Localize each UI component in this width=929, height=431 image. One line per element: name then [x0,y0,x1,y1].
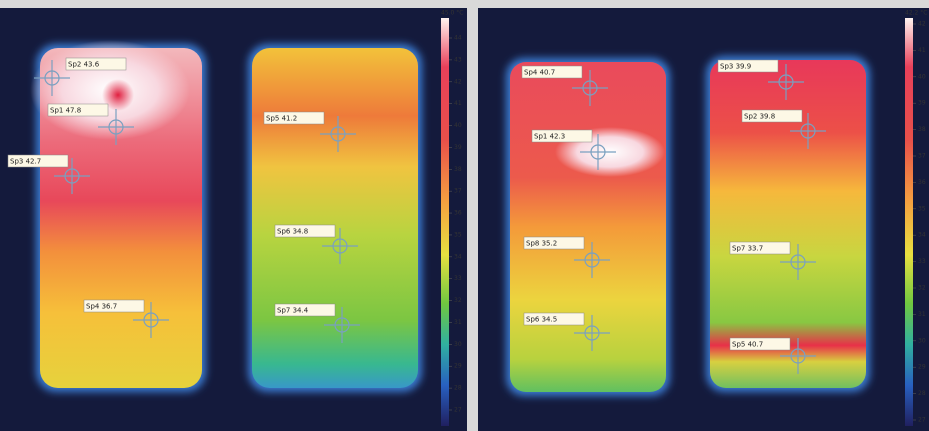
scale-label: 27 [454,407,462,414]
scale-title: 42.2 °C [905,10,927,17]
spot-label: Sp1 42.3 [534,133,565,141]
scale-label: 28 [918,390,926,397]
spot-label: Sp2 39.8 [744,113,775,121]
spot-label: Sp4 36.7 [86,303,117,311]
spot-label: Sp6 34.5 [526,316,557,324]
thermal-images: 45.0 °C 44 43 42 41 40 39 38 37 36 35 34 33 32 31 30 29 2… [0,0,929,431]
phone [252,48,418,388]
scale-label: 38 [454,166,462,173]
scale-label: 39 [918,100,926,107]
spot-label: Sp3 42.7 [10,158,41,166]
scale-label: 31 [454,319,462,326]
scale-label: 32 [918,285,926,292]
scale-label: 29 [454,363,462,370]
color-scale [905,18,913,426]
scale-label: 41 [918,47,926,54]
scale-label: 39 [454,144,462,151]
scale-label: 32 [454,297,462,304]
page: {"panels": [ {"scale_title": "45.0 °C", … [0,0,929,431]
scale-label: 42 [454,78,462,85]
spot-label: Sp5 40.7 [732,341,763,349]
scale-label: 30 [918,337,926,344]
spot-label: Sp1 47.8 [50,107,81,115]
phone [510,62,666,392]
scale-label: 30 [454,341,462,348]
scale-label: 34 [918,232,926,239]
scale-label: 35 [454,231,462,238]
scale-label: 37 [454,188,462,195]
scale-label: 27 [918,417,926,424]
scale-label: 44 [454,35,462,42]
spot-label: Sp8 35.2 [526,240,557,248]
scale-label: 40 [918,73,926,80]
spot-label: Sp5 41.2 [266,115,297,123]
scale-label: 37 [918,153,926,160]
scale-label: 38 [918,126,926,133]
scale-label: 36 [918,179,926,186]
spot-label: Sp7 33.7 [732,245,763,253]
scale-title: 45.0 °C [441,10,463,17]
spot-label: Sp6 34.8 [277,228,308,236]
color-scale [441,18,449,426]
scale-label: 28 [454,385,462,392]
spot-label: Sp7 34.4 [277,307,309,315]
scale-label: 29 [918,364,926,371]
scale-label: 33 [454,275,462,282]
scale-label: 41 [454,100,462,107]
scale-label: 43 [454,56,462,63]
scale-label: 40 [454,122,462,129]
scale-label: 42 [918,21,926,28]
scale-label: 36 [454,210,462,217]
scale-label: 31 [918,311,926,318]
spot-label: Sp2 43.6 [68,61,100,69]
spot-label: Sp3 39.9 [720,63,751,71]
scale-label: 33 [918,258,926,265]
scale-label: 34 [454,253,462,260]
scale-label: 35 [918,205,926,212]
spot-label: Sp4 40.7 [524,69,555,77]
